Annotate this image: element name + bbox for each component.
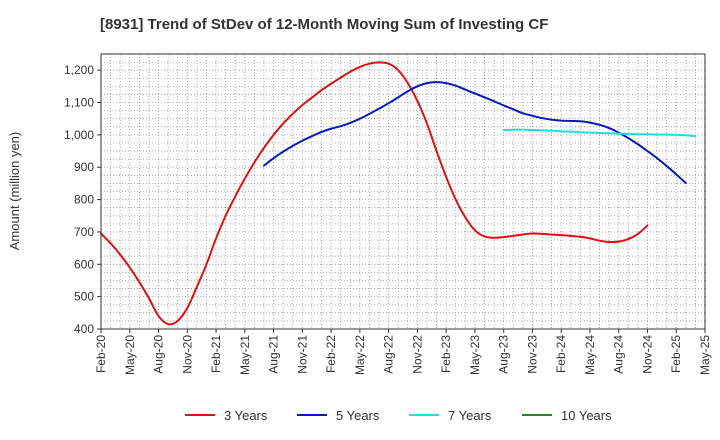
y-tick-label: 1,200 (64, 63, 94, 77)
series-layer (100, 61, 697, 326)
y-axis-ticks: 400 500 600 700 800 900 1,000 1,100 1,200 (64, 63, 101, 336)
x-axis-ticks: Feb-20 May-20 Aug-20 Nov-20 Feb-21 May-21 Aug-… (94, 329, 712, 375)
x-tick-label: Feb-22 (324, 335, 338, 373)
y-tick-label: 1,000 (64, 128, 94, 142)
legend: 3 Years 5 Years 7 Years 10 Years (185, 408, 612, 423)
x-tick-label: Nov-24 (640, 335, 654, 374)
y-axis-label: Amount (million yen) (7, 132, 22, 251)
legend-label-3-years: 3 Years (224, 408, 268, 423)
x-tick-label: May-23 (468, 335, 482, 375)
legend-label-10-years: 10 Years (561, 408, 612, 423)
y-tick-label: 800 (74, 193, 94, 207)
x-tick-label: May-20 (123, 335, 137, 375)
x-tick-label: Aug-20 (152, 335, 166, 374)
x-tick-label: Feb-24 (554, 335, 568, 373)
x-tick-label: Aug-23 (497, 335, 511, 374)
x-tick-label: Feb-23 (439, 335, 453, 373)
x-tick-label: Aug-22 (382, 335, 396, 374)
y-tick-label: 500 (74, 290, 94, 304)
x-tick-label: May-25 (698, 335, 712, 375)
x-tick-label: Nov-23 (525, 335, 539, 374)
plot-border (100, 53, 706, 330)
x-tick-label: Nov-21 (295, 335, 309, 374)
x-tick-label: Nov-20 (180, 335, 194, 374)
plot-area (101, 54, 705, 329)
x-tick-label: Aug-21 (267, 335, 281, 374)
y-tick-label: 1,100 (64, 96, 94, 110)
y-tick-label: 900 (74, 160, 94, 174)
x-tick-label: May-22 (353, 335, 367, 375)
x-tick-label: May-24 (583, 335, 597, 375)
x-tick-label: Feb-21 (209, 335, 223, 373)
legend-label-7-years: 7 Years (448, 408, 492, 423)
series-line-5-years (262, 81, 687, 185)
series-line-7-years (502, 128, 697, 138)
x-tick-label: May-21 (238, 335, 252, 375)
y-tick-label: 400 (74, 322, 94, 336)
series-line-3-years (100, 61, 649, 326)
x-tick-label: Feb-20 (94, 335, 108, 373)
x-tick-label: Feb-25 (669, 335, 683, 373)
y-tick-label: 600 (74, 257, 94, 271)
chart-title: [8931] Trend of StDev of 12-Month Moving… (100, 16, 548, 33)
legend-label-5-years: 5 Years (336, 408, 380, 423)
x-tick-label: Nov-22 (410, 335, 424, 374)
x-tick-label: Aug-24 (612, 335, 626, 374)
y-tick-label: 700 (74, 225, 94, 239)
